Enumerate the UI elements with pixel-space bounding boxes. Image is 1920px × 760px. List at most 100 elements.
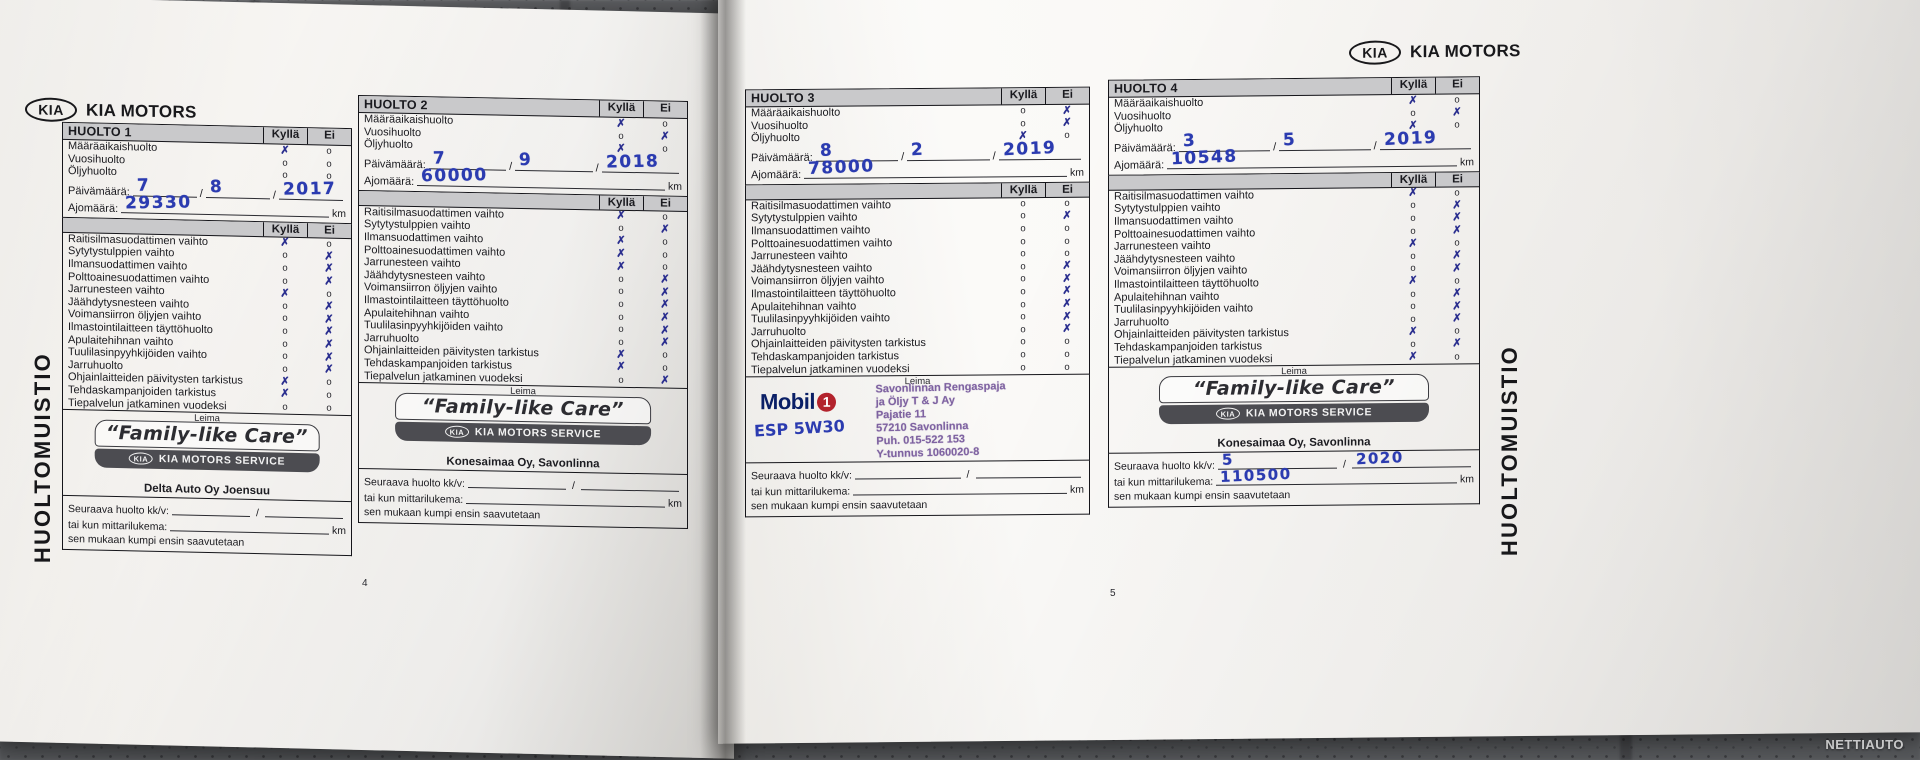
mileage-value[interactable]: 10548 xyxy=(1167,146,1457,169)
handwriting-date-month: 5 xyxy=(1282,129,1297,151)
date-label: Päivämäärä: xyxy=(751,151,813,165)
service-type-label: Öljyhuolto xyxy=(1114,122,1163,135)
mileage-unit: km xyxy=(1070,166,1084,179)
check-mark-o: o xyxy=(1410,300,1416,313)
odometer-unit: km xyxy=(1070,483,1084,496)
check-mark-o: o xyxy=(282,338,288,350)
mileage-value[interactable]: 78000 xyxy=(804,156,1067,179)
mileage-value[interactable]: 29330 xyxy=(121,192,329,218)
checklist-section: Kyllä Ei Raitisilmasuodattimen vaihto ✗ o Syt… xyxy=(1108,171,1480,368)
footer-block: Seuraava huolto kk/v: / tai kun mittariluk… xyxy=(62,495,352,557)
check-mark-o: o xyxy=(1454,187,1460,199)
date-mileage-block: Päivämäärä: 3/5/2019 Ajomäärä: 10548 km xyxy=(1109,127,1479,175)
kia-oval-icon: KIA xyxy=(1215,407,1240,420)
dealer-name: Delta Auto Oy Joensuu xyxy=(143,482,271,498)
handwriting-mileage: 78000 xyxy=(807,155,876,179)
check-mark-o: o xyxy=(662,236,668,248)
date-mileage-block: Päivämäärä: 7/8/2017 Ajomäärä: 29330 km xyxy=(63,175,351,223)
next-service-month[interactable] xyxy=(467,476,566,490)
check-mark-o: o xyxy=(1410,338,1416,350)
mileage-value[interactable]: 60000 xyxy=(417,165,665,191)
check-mark-o: o xyxy=(1064,247,1070,260)
checklist-section: Kyllä Ei Raitisilmasuodattimen vaihto o o Syt… xyxy=(745,182,1090,378)
page-number-right: 5 xyxy=(1110,588,1116,599)
footer-block: Seuraava huolto kk/v: / tai kun mittariluk… xyxy=(745,460,1090,518)
handwriting-date-month: 2 xyxy=(910,139,925,161)
check-mark-x: ✗ xyxy=(660,374,670,387)
next-odometer-value[interactable] xyxy=(466,492,665,508)
mileage-unit: km xyxy=(1460,156,1474,169)
column-header-yes: Kyllä xyxy=(263,222,307,237)
next-odometer-value[interactable]: 110500 xyxy=(1216,465,1457,486)
badge-service-text: KIA MOTORS SERVICE xyxy=(1245,406,1373,420)
check-mark-o: o xyxy=(1020,298,1026,310)
checklist-row[interactable]: Tiepalvelun jatkaminen vuodeksi o o xyxy=(746,361,1089,376)
next-service-year[interactable] xyxy=(581,478,680,492)
dealer-name: Konesaimaa Oy, Savonlinna xyxy=(446,455,600,471)
stamp-area: Leima “Family-like Care” KIA KIA MOTORS SER… xyxy=(358,383,688,476)
check-mark-x: ✗ xyxy=(1062,116,1072,129)
next-service-year[interactable] xyxy=(265,505,344,520)
next-service-year[interactable]: 2020 xyxy=(1352,448,1472,469)
handwriting-next-month: 5 xyxy=(1221,450,1235,469)
mileage-label: Ajomäärä: xyxy=(751,168,802,182)
check-mark-o: o xyxy=(1020,223,1026,235)
check-mark-o: o xyxy=(1020,197,1026,209)
service-panel-1: HUOLTO 1 Kyllä Ei Määräaikaishuolto ✗ o Vuosih… xyxy=(62,121,352,557)
date-month[interactable]: 9 xyxy=(515,150,593,173)
ink-stamp: Savonlinnan Rengaspaja ja Öljy T & J Ay Pa… xyxy=(875,380,1007,461)
column-header-yes: Kyllä xyxy=(1001,182,1045,198)
check-mark-o: o xyxy=(1020,235,1026,247)
date-year[interactable]: 2017 xyxy=(278,179,343,201)
check-mark-o: o xyxy=(618,311,624,323)
check-mark-x: ✗ xyxy=(1452,106,1462,119)
panel-title: HUOLTO 4 xyxy=(1114,81,1178,96)
mileage-field[interactable]: Ajomäärä: 10548 km xyxy=(1114,146,1474,171)
check-mark-o: o xyxy=(1020,105,1026,117)
check-mark-o: o xyxy=(618,323,624,335)
check-mark-x: ✗ xyxy=(1452,224,1462,237)
check-mark-o: o xyxy=(1454,94,1460,106)
next-odometer-value[interactable] xyxy=(170,519,329,535)
column-header-no: Ei xyxy=(1045,182,1089,197)
date-separator: / xyxy=(992,150,996,163)
check-mark-o: o xyxy=(1410,313,1416,325)
date-month[interactable]: 2 xyxy=(907,140,990,161)
handwriting-date-month: 8 xyxy=(209,176,224,198)
checklist-header-spacer xyxy=(1109,173,1391,190)
date-month[interactable]: 5 xyxy=(1279,130,1371,151)
mobil-logo: Mobil 1 xyxy=(760,389,836,416)
date-year[interactable]: 2019 xyxy=(1379,127,1472,150)
side-title-left: HUOLTOMUISTIO xyxy=(30,352,55,564)
next-odometer-value[interactable] xyxy=(853,481,1067,496)
check-mark-o: o xyxy=(618,286,624,298)
next-service-year[interactable] xyxy=(975,465,1082,479)
service-panel-4: HUOLTO 4 Kyllä Ei Määräaikaishuolto ✗ o Vuosih… xyxy=(1108,76,1480,508)
column-header-no: Ei xyxy=(1435,77,1479,94)
check-mark-x: ✗ xyxy=(1408,94,1418,107)
check-mark-o: o xyxy=(326,158,332,170)
kia-oval-icon: KIA xyxy=(128,452,153,465)
field-separator: / xyxy=(966,468,970,481)
date-year[interactable]: 2019 xyxy=(998,138,1082,161)
column-header-no: Ei xyxy=(1045,87,1089,104)
kia-oval-icon: KIA xyxy=(1349,40,1401,65)
mileage-field[interactable]: Ajomäärä: 78000 km xyxy=(751,156,1084,182)
check-mark-o: o xyxy=(282,157,288,169)
check-mark-o: o xyxy=(1020,311,1026,323)
check-mark-o: o xyxy=(282,401,288,413)
badge-service-text: KIA MOTORS SERVICE xyxy=(158,453,286,468)
check-mark-o: o xyxy=(1020,273,1026,285)
checklist-label: Tiepalvelun jatkaminen vuodeksi xyxy=(751,362,910,376)
service-panel-3: HUOLTO 3 Kyllä Ei Määräaikaishuolto o ✗ Vuosih… xyxy=(745,86,1090,518)
badge-service-bar: KIA KIA MOTORS SERVICE xyxy=(1159,402,1429,425)
check-mark-o: o xyxy=(1020,349,1026,361)
check-mark-o: o xyxy=(1020,361,1026,373)
next-service-month[interactable] xyxy=(171,503,250,518)
date-month[interactable]: 8 xyxy=(205,177,270,200)
column-header-yes: Kyllä xyxy=(599,195,643,210)
date-year[interactable]: 2018 xyxy=(601,151,680,174)
column-header-no: Ei xyxy=(643,195,687,211)
next-service-month[interactable] xyxy=(854,466,961,480)
